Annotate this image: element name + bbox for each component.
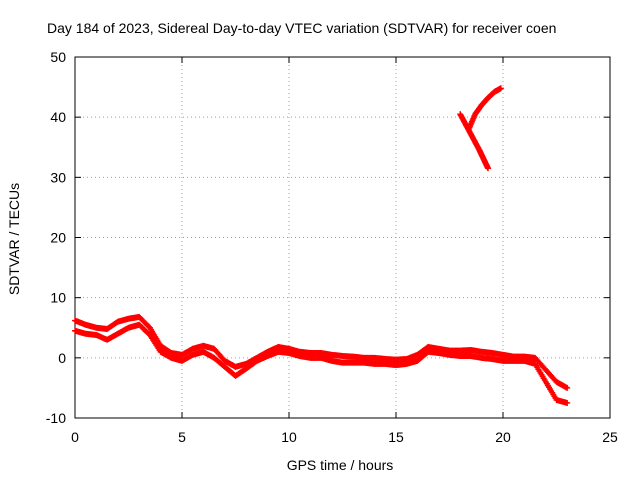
axis-ticks: 0 5 10 15 20 25 -10 0 10 20 30 40 50 [46, 49, 618, 445]
x-axis-label: GPS time / hours [287, 457, 394, 473]
chart-title: Day 184 of 2023, Sidereal Day-to-day VTE… [47, 20, 556, 36]
x-tick-label: 10 [281, 429, 297, 445]
series-arc-upper [465, 85, 504, 133]
data-point [564, 399, 571, 406]
x-tick-label: 15 [388, 429, 404, 445]
data-point [564, 384, 571, 391]
data-marks [72, 85, 571, 406]
y-tick-label: 40 [50, 109, 66, 125]
x-tick-label: 5 [178, 429, 186, 445]
data-point [485, 165, 492, 172]
x-tick-label: 0 [71, 429, 79, 445]
series-main-band-lower [72, 321, 571, 406]
y-tick-label: 30 [50, 169, 66, 185]
series-main-band-upper [72, 313, 571, 391]
y-tick-label: 20 [50, 230, 66, 246]
y-tick-label: 10 [50, 290, 66, 306]
y-axis-label: SDTVAR / TECUs [6, 183, 22, 295]
y-tick-label: 0 [58, 350, 66, 366]
y-tick-label: 50 [50, 49, 66, 65]
data-point [497, 85, 504, 92]
series-arc-lower [457, 111, 492, 172]
x-tick-label: 20 [495, 429, 511, 445]
x-tick-label: 25 [602, 429, 618, 445]
y-tick-label: -10 [46, 410, 66, 426]
grid-lines [75, 57, 610, 418]
